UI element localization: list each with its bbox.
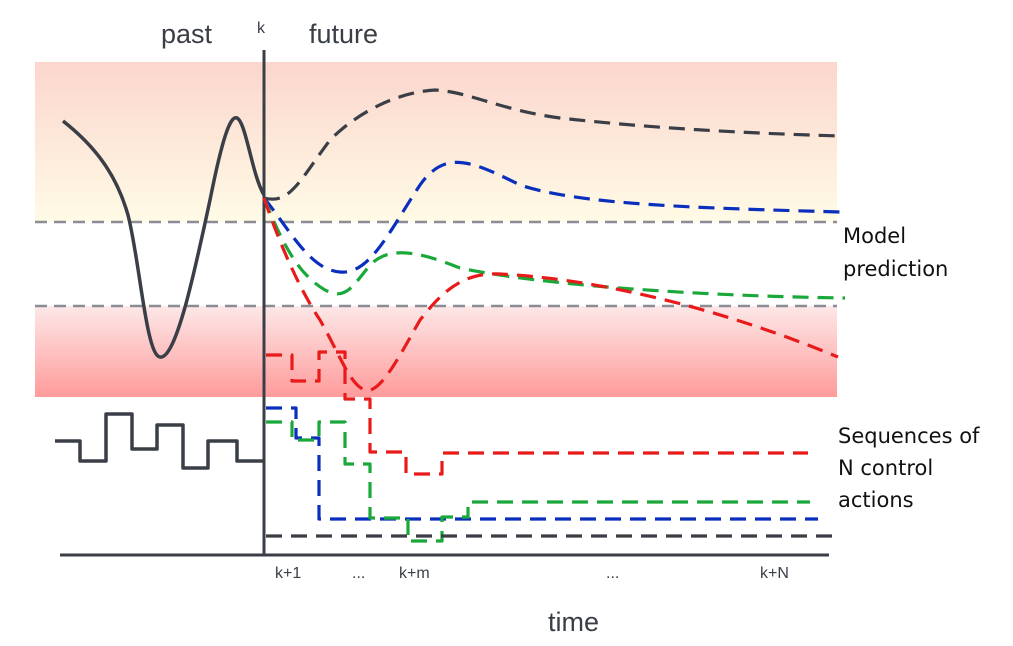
upper-constraint-band: [35, 62, 837, 222]
control-sequence-blue: [266, 406, 818, 521]
past-label: past: [161, 19, 213, 49]
control-actions-label: Sequences of N control actions: [838, 424, 986, 512]
tick-k-plus-n: k+N: [760, 565, 789, 582]
control-sequence-red: [266, 350, 808, 476]
tick-k-plus-1: k+1: [275, 565, 301, 582]
prediction-green: [262, 197, 846, 300]
prediction-red: [262, 197, 839, 392]
time-label: time: [548, 607, 599, 637]
prediction-blue: [262, 160, 841, 274]
past-control-signal: [55, 412, 264, 470]
control-sequence-green: [266, 420, 810, 543]
tick-k-plus-m: k+m: [399, 565, 430, 582]
model-prediction-label: Model prediction: [843, 224, 948, 281]
future-label: future: [309, 19, 378, 49]
past-output-curve: [61, 116, 266, 359]
tick-ellipsis-1: ...: [352, 565, 365, 582]
k-label: k: [257, 20, 266, 37]
tick-ellipsis-2: ...: [606, 565, 619, 582]
prediction-dark: [263, 88, 841, 201]
